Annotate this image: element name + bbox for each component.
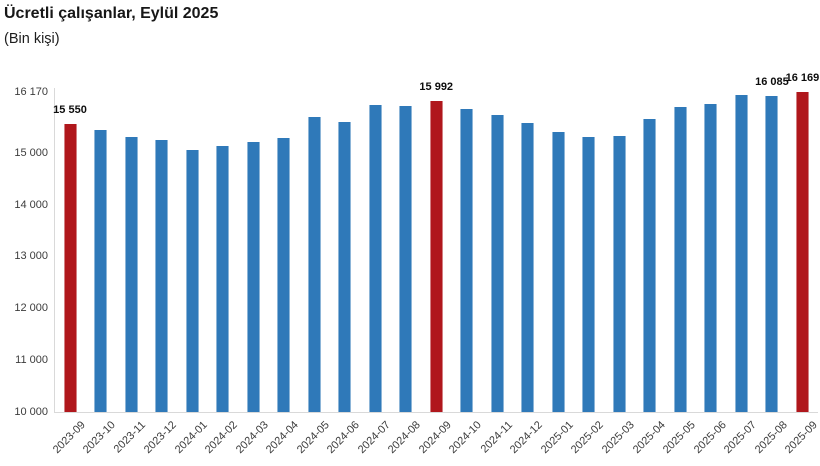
x-axis-tick-label: 2024-09 xyxy=(416,419,454,457)
bar-2025-02[interactable] xyxy=(582,137,596,412)
x-axis-tick-label: 2025-09 xyxy=(782,419,820,457)
bar-2023-11[interactable] xyxy=(124,136,138,412)
x-axis-tick-label: 2025-01 xyxy=(538,419,576,457)
bar-2024-09[interactable] xyxy=(429,101,443,412)
y-axis-tick-label: 15 000 xyxy=(14,146,48,159)
bar-2024-05[interactable] xyxy=(307,116,321,412)
y-axis-tick-label: 13 000 xyxy=(14,250,48,263)
bar-2025-05[interactable] xyxy=(673,107,687,412)
x-axis-tick-label: 2024-01 xyxy=(172,419,210,457)
x-axis-tick-label: 2024-04 xyxy=(264,419,302,457)
bar-2024-01[interactable] xyxy=(185,149,199,412)
bar-2023-09[interactable] xyxy=(63,124,77,412)
bar-2024-12[interactable] xyxy=(521,122,535,412)
y-axis-line xyxy=(54,88,55,413)
x-axis-tick-label: 2024-02 xyxy=(203,419,241,457)
bar-2025-03[interactable] xyxy=(612,136,626,412)
bar-2024-02[interactable] xyxy=(216,146,230,412)
x-axis-tick-label: 2025-02 xyxy=(569,419,607,457)
bar-2025-09[interactable] xyxy=(795,92,809,412)
bar-value-label: 16 085 xyxy=(755,76,789,89)
x-axis-tick-label: 2024-08 xyxy=(386,419,424,457)
bar-value-label: 15 550 xyxy=(53,104,87,117)
x-axis-tick-label: 2024-07 xyxy=(355,419,393,457)
x-axis-tick-label: 2024-06 xyxy=(325,419,363,457)
x-axis-tick-label: 2024-05 xyxy=(294,419,332,457)
x-axis-tick-label: 2023-12 xyxy=(142,419,180,457)
bar-2024-03[interactable] xyxy=(246,141,260,412)
bar-2024-04[interactable] xyxy=(277,138,291,412)
x-axis-tick-label: 2023-09 xyxy=(50,419,88,457)
bar-value-label: 15 992 xyxy=(419,81,454,94)
bar-2024-07[interactable] xyxy=(368,105,382,412)
bar-2025-06[interactable] xyxy=(704,104,718,412)
bar-2023-12[interactable] xyxy=(155,140,169,412)
chart-subtitle: (Bin kişi) xyxy=(4,31,60,47)
bar-2024-10[interactable] xyxy=(460,108,474,412)
chart-title: Ücretli çalışanlar, Eylül 2025 xyxy=(4,5,219,22)
bar-2023-10[interactable] xyxy=(94,129,108,412)
x-axis-tick-label: 2024-10 xyxy=(447,419,485,457)
bar-2024-06[interactable] xyxy=(338,121,352,412)
x-axis-tick-label: 2025-04 xyxy=(630,419,668,457)
bar-2024-08[interactable] xyxy=(399,106,413,412)
bar-2024-11[interactable] xyxy=(490,114,504,412)
bar-2025-04[interactable] xyxy=(643,118,657,412)
x-axis-tick-label: 2025-03 xyxy=(599,419,637,457)
y-axis-tick-label: 16 170 xyxy=(14,86,48,98)
x-axis-tick-label: 2025-05 xyxy=(660,419,698,457)
y-axis-tick-label: 11 000 xyxy=(15,354,48,367)
x-axis-tick-label: 2023-10 xyxy=(80,419,119,457)
x-axis-tick-label: 2023-11 xyxy=(112,419,149,456)
bar-2025-07[interactable] xyxy=(734,95,748,412)
y-axis-tick-label: 14 000 xyxy=(14,198,48,211)
x-axis-tick-label: 2024-12 xyxy=(508,419,546,457)
bar-2025-01[interactable] xyxy=(551,132,565,412)
x-axis-line xyxy=(54,412,818,413)
y-axis-tick-label: 12 000 xyxy=(14,302,48,315)
x-axis-tick-label: 2024-03 xyxy=(233,419,271,457)
x-axis-tick-label: 2025-06 xyxy=(691,419,729,457)
y-axis-tick-label: 10 000 xyxy=(14,406,48,418)
x-axis-tick-label: 2025-07 xyxy=(721,419,759,457)
bar-value-label: 16 169 xyxy=(785,72,820,85)
bar-2025-08[interactable] xyxy=(765,96,779,412)
x-axis-tick-label: 2025-08 xyxy=(752,419,790,457)
